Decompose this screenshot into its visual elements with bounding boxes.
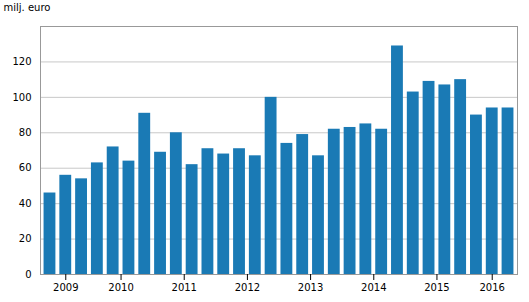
svg-text:milj. euro: milj. euro [4, 2, 51, 13]
svg-text:2009: 2009 [53, 282, 78, 293]
svg-text:120: 120 [12, 56, 31, 67]
svg-text:2014: 2014 [361, 282, 386, 293]
svg-text:80: 80 [19, 127, 32, 138]
svg-text:40: 40 [19, 198, 32, 209]
svg-text:0: 0 [25, 269, 31, 280]
svg-text:2013: 2013 [298, 282, 323, 293]
svg-text:2016: 2016 [480, 282, 505, 293]
svg-text:2015: 2015 [424, 282, 449, 293]
svg-text:2012: 2012 [235, 282, 260, 293]
svg-text:100: 100 [12, 92, 31, 103]
svg-text:2011: 2011 [172, 282, 197, 293]
svg-text:20: 20 [19, 233, 32, 244]
svg-text:2010: 2010 [108, 282, 133, 293]
svg-text:60: 60 [19, 162, 32, 173]
